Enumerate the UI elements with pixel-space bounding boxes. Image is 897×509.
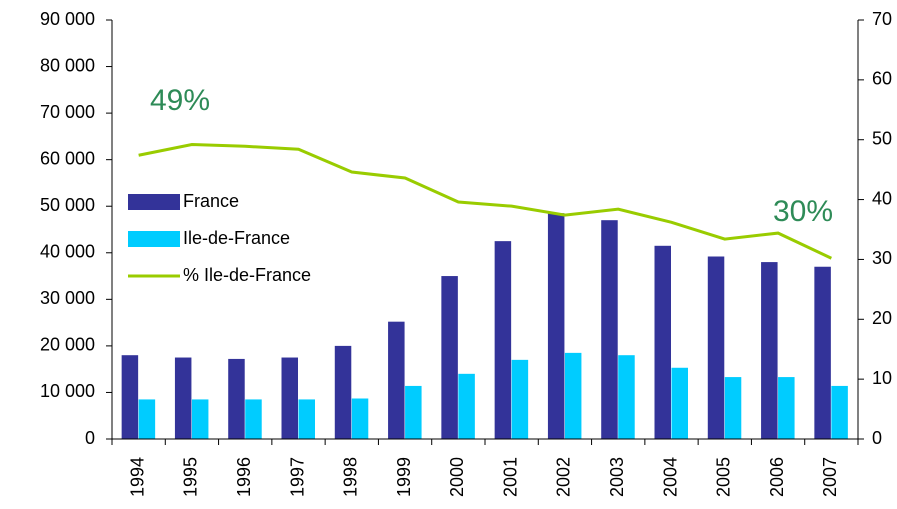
y2-tick-label: 10 <box>872 368 892 388</box>
bar <box>191 399 209 439</box>
bar <box>138 399 156 439</box>
bar <box>351 398 369 439</box>
legend-label: Ile-de-France <box>183 228 290 248</box>
bar <box>707 256 725 439</box>
bar <box>724 377 742 439</box>
bar <box>334 345 352 439</box>
legend-swatch <box>128 231 180 247</box>
bar <box>547 213 565 439</box>
legend-swatch <box>128 194 180 210</box>
x-tick-label: 2004 <box>660 457 680 497</box>
y2-tick-label: 50 <box>872 128 892 148</box>
bar <box>601 220 618 439</box>
y-tick-label: 0 <box>85 428 95 448</box>
y-tick-label: 20 000 <box>40 335 95 355</box>
bar <box>831 385 848 439</box>
x-tick-label: 1997 <box>287 457 307 497</box>
bar <box>654 245 671 439</box>
bar <box>228 358 245 439</box>
bar <box>121 355 139 439</box>
legend-label: France <box>183 191 239 211</box>
y-tick-label: 70 000 <box>40 102 95 122</box>
y2-tick-label: 0 <box>872 428 882 448</box>
y2-tick-label: 20 <box>872 308 892 328</box>
x-tick-label: 2007 <box>820 457 840 497</box>
y-tick-label: 90 000 <box>40 9 95 29</box>
x-tick-label: 2002 <box>554 457 574 497</box>
y-tick-label: 80 000 <box>40 55 95 75</box>
bar <box>761 262 778 439</box>
y2-tick-label: 60 <box>872 69 892 89</box>
bar <box>405 385 422 439</box>
x-tick-label: 2001 <box>500 457 520 497</box>
x-tick-label: 1998 <box>341 457 361 497</box>
y2-tick-label: 70 <box>872 9 892 29</box>
y2-tick-label: 40 <box>872 188 892 208</box>
y-tick-label: 40 000 <box>40 242 95 262</box>
bar <box>298 399 315 439</box>
legend-label: % Ile-de-France <box>183 265 311 285</box>
y2-tick-label: 30 <box>872 248 892 268</box>
bar <box>494 241 512 439</box>
y-tick-label: 10 000 <box>40 381 95 401</box>
bar <box>245 399 262 439</box>
x-tick-label: 1994 <box>127 457 147 497</box>
bar <box>511 359 529 439</box>
bar <box>564 352 582 439</box>
bar <box>441 276 458 439</box>
x-tick-label: 2003 <box>607 457 627 497</box>
bar <box>388 321 405 439</box>
x-tick-label: 2005 <box>714 457 734 497</box>
bar <box>458 373 475 439</box>
annotation: 49% <box>150 84 210 117</box>
annotation: 30% <box>773 195 833 228</box>
x-tick-label: 1996 <box>234 457 254 497</box>
bar <box>281 357 298 439</box>
x-tick-label: 2006 <box>767 457 787 497</box>
bar <box>174 357 192 439</box>
x-tick-label: 1995 <box>181 457 201 497</box>
y-tick-label: 50 000 <box>40 195 95 215</box>
bar <box>671 367 688 439</box>
x-tick-label: 2000 <box>447 457 467 497</box>
bar <box>778 377 795 439</box>
line-series <box>138 142 832 260</box>
x-tick-label: 1999 <box>394 457 414 497</box>
y-tick-label: 30 000 <box>40 288 95 308</box>
bar <box>814 266 831 439</box>
bar <box>618 355 635 439</box>
y-tick-label: 60 000 <box>40 148 95 168</box>
